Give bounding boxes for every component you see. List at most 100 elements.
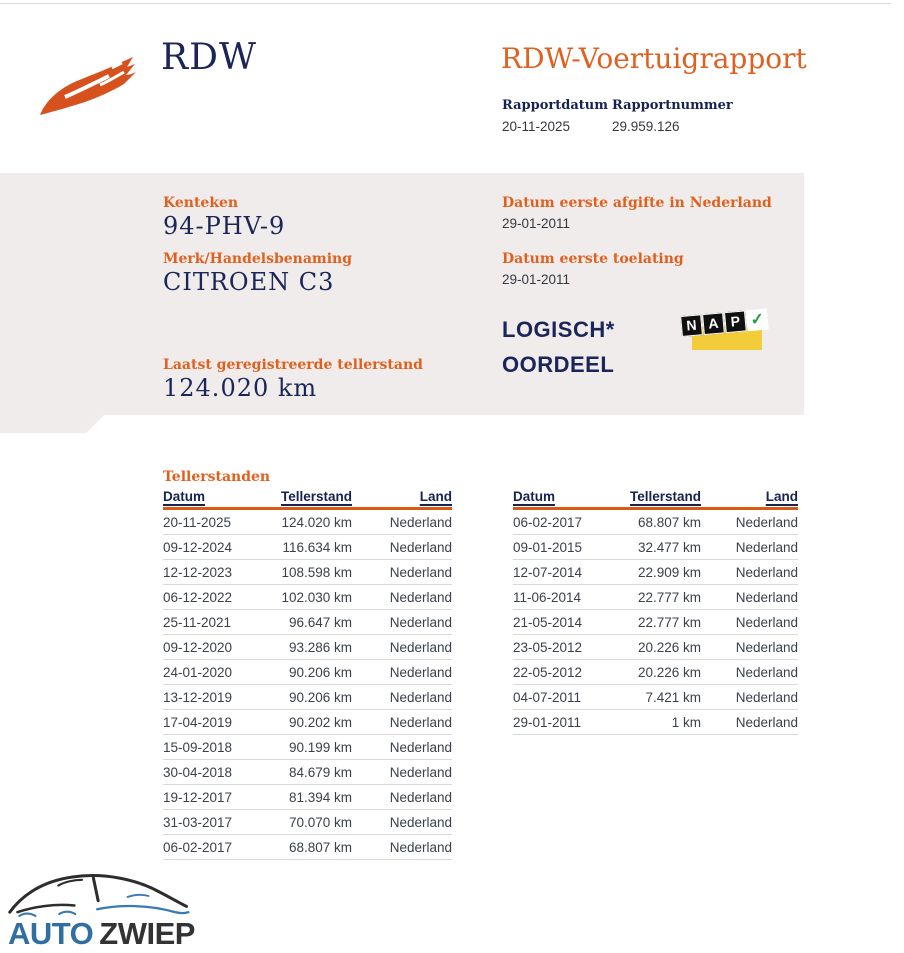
- cell-land: Nederland: [701, 709, 798, 735]
- table-row: 29-01-2011 1 km Nederland: [513, 709, 798, 735]
- cell-tellerstand: 93.286 km: [263, 634, 352, 660]
- cell-land: Nederland: [352, 684, 452, 710]
- cell-land: Nederland: [701, 659, 798, 685]
- cell-tellerstand: 22.777 km: [613, 609, 701, 635]
- cell-land: Nederland: [701, 684, 798, 710]
- rdw-feather-logo-icon: [40, 57, 136, 115]
- cell-datum: 06-02-2017: [163, 834, 263, 860]
- tellerstanden-table-left: Datum Tellerstand Land 20-11-2025 124.02…: [163, 489, 452, 860]
- cell-tellerstand: 102.030 km: [263, 584, 352, 610]
- laatste-tellerstand-label: Laatst geregistreerde tellerstand: [163, 357, 423, 373]
- rapportnummer-label: Rapportnummer: [612, 98, 733, 113]
- cell-tellerstand: 96.647 km: [263, 609, 352, 635]
- cell-datum: 31-03-2017: [163, 809, 263, 835]
- cell-tellerstand: 70.070 km: [263, 809, 352, 835]
- rapportnummer-value: 29.959.126: [612, 119, 680, 134]
- autozwiep-word-zwiep: ZWIEP: [99, 916, 195, 951]
- cell-land: Nederland: [701, 634, 798, 660]
- col-header-tellerstand: Tellerstand: [613, 489, 701, 510]
- oordeel-text: LOGISCH* OORDEEL: [502, 317, 615, 377]
- cell-datum: 30-04-2018: [163, 759, 263, 785]
- table-header-row: Datum Tellerstand Land: [163, 489, 452, 510]
- cell-datum: 22-05-2012: [513, 659, 613, 685]
- tellerstanden-section-title: Tellerstanden: [163, 469, 271, 485]
- table-row: 12-12-2023 108.598 km Nederland: [163, 559, 452, 585]
- table-row: 24-01-2020 90.206 km Nederland: [163, 659, 452, 685]
- autozwiep-word-auto: AUTO: [8, 916, 94, 951]
- toelating-label: Datum eerste toelating: [502, 251, 684, 267]
- kenteken-value: 94-PHV-9: [163, 212, 286, 240]
- cell-datum: 11-06-2014: [513, 584, 613, 610]
- rapportdatum-value: 20-11-2025: [502, 119, 571, 134]
- cell-datum: 06-12-2022: [163, 584, 263, 610]
- cell-land: Nederland: [352, 784, 452, 810]
- table-row: 06-12-2022 102.030 km Nederland: [163, 584, 452, 610]
- table-row: 19-12-2017 81.394 km Nederland: [163, 784, 452, 810]
- table-row: 09-12-2024 116.634 km Nederland: [163, 534, 452, 560]
- col-header-tellerstand: Tellerstand: [263, 489, 352, 510]
- table-row: 30-04-2018 84.679 km Nederland: [163, 759, 452, 785]
- cell-tellerstand: 20.226 km: [613, 659, 701, 685]
- cell-tellerstand: 32.477 km: [613, 534, 701, 560]
- vehicle-summary-panel: [0, 173, 804, 433]
- cell-land: Nederland: [701, 559, 798, 585]
- col-header-datum: Datum: [513, 489, 613, 510]
- table-row: 11-06-2014 22.777 km Nederland: [513, 584, 798, 610]
- nap-check-icon: ✓: [745, 308, 769, 332]
- cell-land: Nederland: [352, 659, 452, 685]
- cell-datum: 12-07-2014: [513, 559, 613, 585]
- cell-tellerstand: 68.807 km: [613, 508, 701, 535]
- cell-datum: 06-02-2017: [513, 508, 613, 535]
- cell-tellerstand: 90.206 km: [263, 684, 352, 710]
- merk-value: CITROEN C3: [163, 268, 335, 296]
- table-row: 12-07-2014 22.909 km Nederland: [513, 559, 798, 585]
- table-row: 13-12-2019 90.206 km Nederland: [163, 684, 452, 710]
- cell-datum: 29-01-2011: [513, 709, 613, 735]
- table-row: 20-11-2025 124.020 km Nederland: [163, 508, 452, 535]
- cell-land: Nederland: [352, 609, 452, 635]
- cell-tellerstand: 84.679 km: [263, 759, 352, 785]
- table-row: 25-11-2021 96.647 km Nederland: [163, 609, 452, 635]
- nap-logo: N A P ✓: [680, 308, 769, 354]
- col-header-land: Land: [701, 489, 798, 510]
- kenteken-label: Kenteken: [163, 195, 239, 211]
- cell-land: Nederland: [352, 584, 452, 610]
- cell-tellerstand: 124.020 km: [263, 508, 352, 535]
- table-row: 06-02-2017 68.807 km Nederland: [513, 508, 798, 535]
- merk-label: Merk/Handelsbenaming: [163, 251, 353, 267]
- cell-tellerstand: 7.421 km: [613, 684, 701, 710]
- top-divider: [0, 3, 891, 4]
- toelating-value: 29-01-2011: [502, 272, 571, 287]
- table-row: 23-05-2012 20.226 km Nederland: [513, 634, 798, 660]
- afgifte-value: 29-01-2011: [502, 216, 571, 231]
- cell-land: Nederland: [352, 834, 452, 860]
- cell-land: Nederland: [701, 534, 798, 560]
- nap-letter-p: P: [724, 310, 747, 334]
- cell-land: Nederland: [701, 584, 798, 610]
- cell-datum: 21-05-2014: [513, 609, 613, 635]
- table-row: 09-12-2020 93.286 km Nederland: [163, 634, 452, 660]
- cell-datum: 12-12-2023: [163, 559, 263, 585]
- cell-land: Nederland: [352, 809, 452, 835]
- report-title: RDW-Voertuigrapport: [501, 42, 807, 75]
- cell-land: Nederland: [352, 508, 452, 535]
- autozwiep-car-icon: [8, 874, 190, 917]
- laatste-tellerstand-value: 124.020 km: [163, 374, 318, 402]
- autozwiep-wordmark: AUTO ZWIEP: [8, 916, 195, 952]
- cell-tellerstand: 90.202 km: [263, 709, 352, 735]
- cell-datum: 19-12-2017: [163, 784, 263, 810]
- cell-tellerstand: 22.909 km: [613, 559, 701, 585]
- cell-datum: 23-05-2012: [513, 634, 613, 660]
- cell-land: Nederland: [352, 559, 452, 585]
- cell-tellerstand: 68.807 km: [263, 834, 352, 860]
- cell-land: Nederland: [352, 759, 452, 785]
- cell-datum: 09-12-2024: [163, 534, 263, 560]
- table-row: 15-09-2018 90.199 km Nederland: [163, 734, 452, 760]
- cell-tellerstand: 81.394 km: [263, 784, 352, 810]
- cell-tellerstand: 90.206 km: [263, 659, 352, 685]
- afgifte-label: Datum eerste afgifte in Nederland: [502, 195, 772, 211]
- cell-tellerstand: 90.199 km: [263, 734, 352, 760]
- table-header-row: Datum Tellerstand Land: [513, 489, 798, 510]
- cell-tellerstand: 20.226 km: [613, 634, 701, 660]
- table-row: 17-04-2019 90.202 km Nederland: [163, 709, 452, 735]
